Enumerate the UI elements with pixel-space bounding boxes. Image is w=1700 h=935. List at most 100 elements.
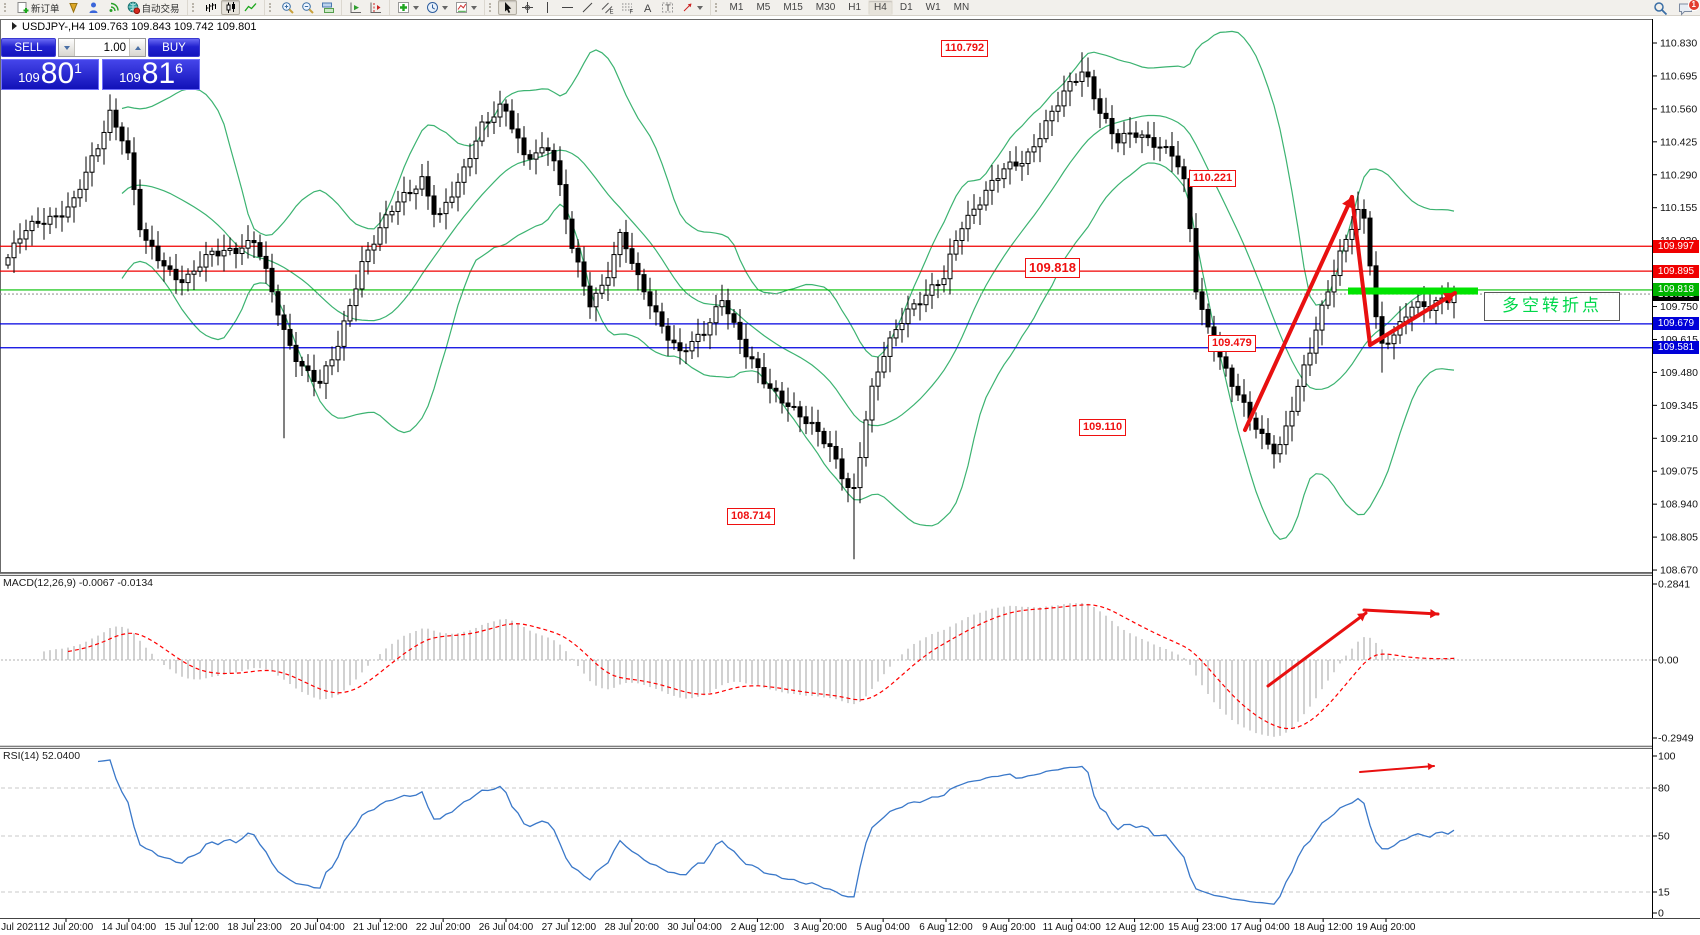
- macd-scale-label: 0.00: [1658, 655, 1679, 667]
- toolbar-group-scroll: [340, 0, 389, 15]
- toolbar-group-zoom: [263, 0, 341, 15]
- trend-arrow-head: [1430, 608, 1438, 619]
- autotrading-globe-icon: [127, 1, 140, 14]
- time-axis-label: 19 Aug 20:00: [1357, 922, 1416, 933]
- macd-label: MACD(12,26,9) -0.0067 -0.0134: [3, 577, 153, 589]
- timeframe-button-m30[interactable]: M30: [815, 2, 836, 13]
- time-axis-label: 12 Aug 12:00: [1105, 922, 1164, 933]
- timeframe-button-h1[interactable]: H1: [848, 2, 862, 13]
- timeframe-button-m15[interactable]: M15: [783, 2, 803, 13]
- trend-arrow: [1350, 195, 1372, 347]
- arrows-icon: [683, 3, 692, 12]
- candle-series: [5, 52, 1457, 560]
- axis-price-tag: 109.895: [1653, 264, 1699, 278]
- zoom-in-button[interactable]: [278, 0, 297, 15]
- new-order-button[interactable]: 新订单: [13, 0, 63, 15]
- auto-scroll-icon: [350, 2, 361, 13]
- line-chart-button[interactable]: [241, 0, 260, 15]
- buy-price-big: 81: [141, 57, 176, 90]
- time-axis-label: Jul 2021: [1, 922, 39, 933]
- spinner-up-icon: [134, 45, 141, 50]
- toolbar-right: 1: [1653, 0, 1700, 16]
- price-callout: 108.714: [727, 508, 775, 525]
- timeframe-button-d1[interactable]: D1: [899, 2, 913, 13]
- toolbar-group-objects: [388, 0, 484, 15]
- crosshair-button[interactable]: [518, 0, 537, 15]
- autotrading-label: 自动交易: [141, 3, 180, 15]
- main-chart-frame: [0, 19, 1653, 573]
- templates-button[interactable]: [452, 0, 480, 15]
- timeframe-button-m5[interactable]: M5: [756, 2, 771, 13]
- arrows-button[interactable]: [678, 0, 706, 15]
- periods-button[interactable]: [423, 0, 451, 15]
- volume-increase-button[interactable]: [129, 39, 145, 56]
- volume-decrease-button[interactable]: [59, 39, 75, 56]
- dropdown-caret-icon: [441, 5, 448, 10]
- price-axis-label: 110.830: [1660, 38, 1697, 50]
- buy-button[interactable]: BUY: [148, 38, 200, 57]
- chart-shift-button[interactable]: [366, 0, 385, 15]
- time-axis-label: 20 Jul 04:00: [290, 922, 345, 933]
- buy-price-tile[interactable]: 109 81 6: [102, 59, 200, 90]
- rsi-label: RSI(14) 52.0400: [3, 750, 81, 762]
- time-axis-label: 21 Jul 12:00: [353, 922, 408, 933]
- text-button[interactable]: A: [638, 0, 657, 15]
- zoom-out-button[interactable]: [298, 0, 317, 15]
- fibonacci-icon: F: [621, 3, 633, 15]
- sell-button[interactable]: SELL: [1, 38, 56, 57]
- signals-button[interactable]: [104, 0, 123, 15]
- axis-price-tag: 109.581: [1653, 341, 1699, 355]
- timeframe-button-m1[interactable]: M1: [729, 2, 744, 13]
- time-axis-label: 3 Aug 20:00: [794, 922, 848, 933]
- time-axis-label: 18 Aug 12:00: [1294, 922, 1353, 933]
- styles-button[interactable]: [64, 0, 83, 15]
- price-callout: 110.221: [1189, 170, 1237, 187]
- time-axis-label: 17 Aug 04:00: [1231, 922, 1290, 933]
- svg-text:F: F: [629, 10, 633, 15]
- bar-chart-button[interactable]: [201, 0, 220, 15]
- templates-icon: [455, 2, 467, 13]
- candlestick-chart-button[interactable]: [220, 0, 240, 15]
- toolbar: 新订单 自动交易: [0, 0, 1700, 16]
- indicators-button[interactable]: [394, 0, 422, 15]
- cursor-button[interactable]: [497, 0, 517, 15]
- time-axis-label: 15 Aug 23:00: [1168, 922, 1227, 933]
- time-axis-label: 22 Jul 20:00: [416, 922, 471, 933]
- rsi-scale-label: 0: [1658, 908, 1664, 920]
- buy-price-pip: 6: [175, 60, 183, 76]
- indicators-add-icon: [397, 2, 409, 13]
- trendline-button[interactable]: [578, 0, 597, 15]
- autotrading-button[interactable]: 自动交易: [124, 0, 183, 15]
- trend-arrow: [1266, 611, 1368, 688]
- fibonacci-button[interactable]: F: [618, 0, 637, 15]
- trend-arrow-head: [1443, 293, 1455, 304]
- price-axis-label: 110.695: [1660, 70, 1697, 82]
- time-axis-label: 2 Aug 12:00: [731, 922, 785, 933]
- time-axis-label: 6 Aug 12:00: [919, 922, 973, 933]
- community-button[interactable]: [84, 0, 103, 15]
- chat-button[interactable]: 1: [1678, 0, 1700, 16]
- time-axis-label: 9 Aug 20:00: [982, 922, 1036, 933]
- price-axis-label: 110.155: [1660, 202, 1697, 214]
- auto-scroll-button[interactable]: [346, 0, 365, 15]
- tile-windows-button[interactable]: [318, 0, 337, 15]
- timeframe-button-mn[interactable]: MN: [953, 2, 970, 13]
- toolbar-grip: [714, 3, 720, 12]
- timeframe-button-w1[interactable]: W1: [925, 2, 941, 13]
- crosshair-icon: [521, 2, 533, 13]
- vertical-line-button[interactable]: [538, 0, 557, 15]
- time-axis-label: 28 Jul 20:00: [604, 922, 659, 933]
- volume-input[interactable]: [75, 39, 129, 56]
- timeframe-button-h4[interactable]: H4: [868, 0, 893, 15]
- equidistant-channel-button[interactable]: E: [598, 0, 617, 15]
- text-label-button[interactable]: T: [658, 0, 677, 15]
- dropdown-caret-icon: [470, 5, 477, 10]
- search-icon[interactable]: [1653, 1, 1668, 16]
- bar-chart-icon: [205, 3, 216, 12]
- horizontal-line-button[interactable]: [558, 0, 577, 15]
- time-axis-label: 27 Jul 12:00: [542, 922, 597, 933]
- price-axis-label: 109.210: [1660, 433, 1698, 445]
- trendline-icon: [582, 2, 592, 13]
- sell-price-tile[interactable]: 109 80 1: [1, 59, 99, 90]
